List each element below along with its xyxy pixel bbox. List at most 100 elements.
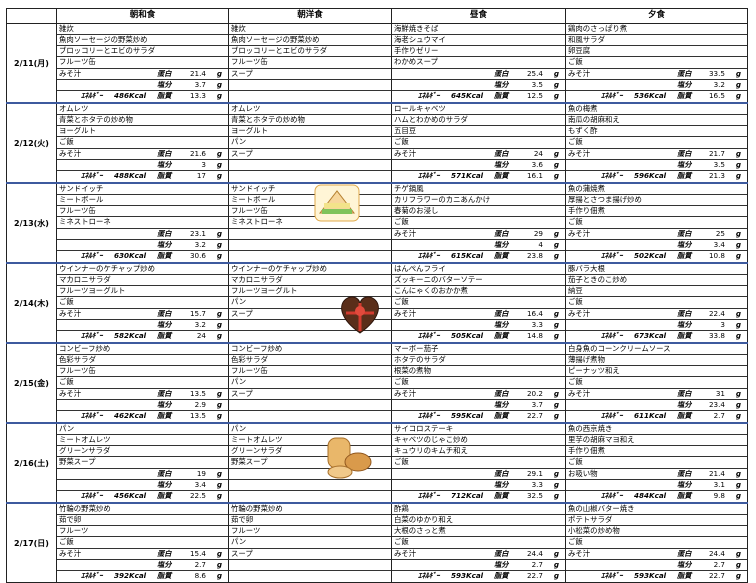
- protein-label: 蛋白: [157, 308, 172, 318]
- date-cell: 2/14(木): [6, 264, 56, 342]
- protein-label: 蛋白: [494, 228, 509, 238]
- energy-value: 593Kcal: [634, 570, 667, 580]
- menu-line: ｴﾈﾙｷﾞｰ 456Kcal 脂質 22.5 g: [57, 491, 228, 502]
- dish-name: ご飯: [394, 297, 409, 307]
- fat-label: 脂質: [677, 250, 692, 260]
- protein-label: 蛋白: [494, 548, 509, 558]
- dish-name: フルーツ缶: [59, 366, 96, 376]
- dish-name: 茹で卵: [231, 515, 254, 525]
- unit-g: g: [216, 570, 222, 580]
- meal-cell-dinner: 豚バラ大根 茄子ときのこ炒め 納豆 ご飯 みそ汁 蛋白 22.4 g 塩分 3 g ｴﾈﾙｷﾞｰ 673…: [565, 264, 748, 342]
- protein-label: 蛋白: [677, 468, 692, 478]
- dish-name: パン: [231, 297, 247, 307]
- fat-label: 脂質: [157, 170, 172, 180]
- energy-label: ｴﾈﾙｷﾞｰ: [601, 490, 623, 500]
- dish-name: 雑炊: [59, 24, 74, 33]
- fat-label: 脂質: [494, 490, 509, 500]
- protein-value: 22.4: [708, 308, 725, 318]
- dish-name: ズッキーニのバターソテー: [394, 275, 483, 285]
- salt-label: 塩分: [494, 399, 509, 409]
- salt-label: 塩分: [157, 159, 172, 169]
- protein-label: 蛋白: [494, 308, 509, 318]
- menu-line: ｴﾈﾙｷﾞｰ 673Kcal 脂質 33.8 g: [566, 331, 747, 342]
- salt-value: 3.6: [531, 159, 543, 169]
- menu-line: 魚の山椒バター焼き: [566, 504, 747, 516]
- menu-line: 青菜とホタテの炒め物: [229, 115, 391, 127]
- protein-value: 16.4: [526, 308, 543, 318]
- energy-value: 462Kcal: [114, 410, 147, 420]
- menu-line: グリーンサラダ: [229, 446, 391, 458]
- energy-label: ｴﾈﾙｷﾞｰ: [81, 250, 103, 260]
- protein-value: 25: [715, 228, 725, 238]
- dish-name: フルーツ: [231, 526, 261, 536]
- menu-line: ｴﾈﾙｷﾞｰ 645Kcal 脂質 12.5 g: [392, 91, 565, 102]
- dish-name: ヨーグルト: [231, 126, 268, 136]
- menu-line: 里芋の胡麻マヨ和え: [566, 435, 747, 447]
- dish-name: お吸い物: [568, 468, 598, 478]
- menu-line: みそ汁 蛋白 31 g: [566, 389, 747, 400]
- menu-line: ミネストローネ: [57, 217, 228, 229]
- dish-name: 根菜の煮物: [394, 366, 431, 376]
- menu-line: ｴﾈﾙｷﾞｰ 630Kcal 脂質 30.6 g: [57, 251, 228, 262]
- dish-name: フルーツ缶: [231, 366, 268, 376]
- meal-cell-breakfast-japanese: 竹輪の野菜炒め 茹で卵 フルーツ ご飯 みそ汁 蛋白 15.4 g 塩分 2.7 g ｴﾈﾙｷﾞｰ 39…: [56, 504, 228, 582]
- energy-value: 630Kcal: [114, 250, 147, 260]
- menu-line: 海老シュウマイ: [392, 35, 565, 47]
- unit-g: g: [553, 399, 559, 409]
- unit-g: g: [735, 570, 741, 580]
- protein-value: 25.4: [526, 68, 543, 78]
- menu-line: 塩分 3.3 g: [392, 480, 565, 491]
- menu-line: サンドイッチ: [57, 184, 228, 196]
- unit-g: g: [216, 399, 222, 409]
- menu-line: [229, 411, 391, 422]
- salt-label: 塩分: [677, 239, 692, 249]
- meal-cell-dinner: 魚の梅煮 南瓜の胡麻和え もずく酢 ご飯 みそ汁 蛋白 21.7 g 塩分 3.5 g ｴﾈﾙｷﾞｰ 5…: [565, 104, 748, 182]
- energy-value: 593Kcal: [451, 570, 484, 580]
- meal-cell-breakfast-western: 雑炊 魚肉ソーセージの野菜炒め ブロッコリーとエビのサラダ フルーツ缶 スープ: [228, 24, 391, 102]
- dish-name: 春菊のお浸し: [394, 206, 439, 216]
- dish-name: 南瓜の胡麻和え: [568, 115, 620, 125]
- menu-line: 塩分 3.1 g: [566, 480, 747, 491]
- protein-label: 蛋白: [157, 148, 172, 158]
- menu-line: 雑炊: [229, 24, 391, 36]
- menu-line: ｴﾈﾙｷﾞｰ 593Kcal 脂質 22.7 g: [392, 571, 565, 582]
- table-header: 朝和食 朝洋食 昼食 夕食: [6, 8, 748, 24]
- menu-line: ご飯: [392, 297, 565, 309]
- menu-line: ｴﾈﾙｷﾞｰ 486Kcal 脂質 13.3 g: [57, 91, 228, 102]
- energy-value: 502Kcal: [634, 250, 667, 260]
- unit-g: g: [216, 68, 222, 78]
- salt-value: 3.3: [531, 319, 543, 329]
- menu-line: [229, 400, 391, 411]
- dish-name: 野菜スープ: [59, 457, 96, 467]
- unit-g: g: [216, 548, 222, 558]
- menu-line: お吸い物 蛋白 21.4 g: [566, 469, 747, 480]
- menu-line: 小松菜の炒め物: [566, 526, 747, 538]
- menu-line: 色彩サラダ: [229, 355, 391, 367]
- protein-value: 21.4: [708, 468, 725, 478]
- menu-line: みそ汁 蛋白 15.4 g: [57, 549, 228, 560]
- fat-value: 14.8: [526, 330, 543, 340]
- meal-cell-breakfast-japanese: パン ミートオムレツ グリーンサラダ 野菜スープ 蛋白 19 g 塩分 3.4 g ｴﾈﾙｷﾞｰ 45…: [56, 424, 228, 502]
- menu-line: [229, 320, 391, 331]
- unit-g: g: [216, 90, 222, 100]
- day-rows: 2/11(月) 雑炊 魚肉ソーセージの野菜炒め ブロッコリーとエビのサラダ フルーツ缶み…: [6, 24, 748, 583]
- menu-line: ピーナッツ和え: [566, 366, 747, 378]
- dish-name: フルーツ: [59, 526, 89, 536]
- unit-g: g: [553, 330, 559, 340]
- protein-value: 23.1: [189, 228, 206, 238]
- menu-line: みそ汁 蛋白 16.4 g: [392, 309, 565, 320]
- meal-cell-dinner: 魚の山椒バター焼き ポテトサラダ 小松菜の炒め物 ご飯 みそ汁 蛋白 24.4 g 塩分 2.7 g…: [565, 504, 748, 582]
- menu-line: みそ汁 蛋白 24.4 g: [392, 549, 565, 560]
- salt-label: 塩分: [157, 239, 172, 249]
- menu-line: 手作り佃煮: [566, 446, 747, 458]
- dish-name: ご飯: [59, 537, 74, 547]
- dish-name: みそ汁: [394, 228, 417, 238]
- menu-line: 魚の西京焼き: [566, 424, 747, 436]
- dish-name: 野菜スープ: [231, 457, 268, 467]
- meal-cell-breakfast-japanese: ウインナーのケチャップ炒め マカロニサラダ フルーツヨーグルト ご飯 みそ汁 蛋白 15.7…: [56, 264, 228, 342]
- menu-line: [229, 571, 391, 582]
- sandwich-illustration: [312, 183, 362, 227]
- dish-name: 納豆: [568, 286, 583, 296]
- unit-g: g: [735, 90, 741, 100]
- protein-label: 蛋白: [677, 68, 692, 78]
